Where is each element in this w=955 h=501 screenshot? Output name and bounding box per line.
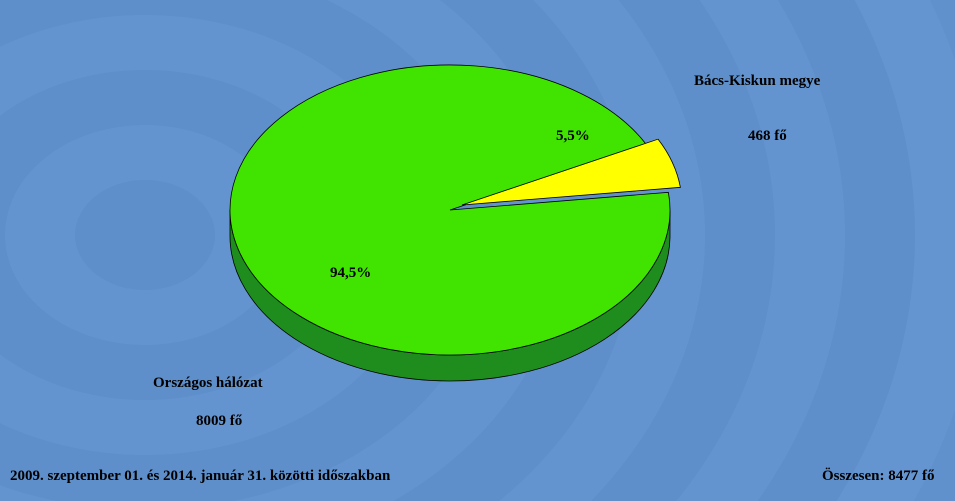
slice-orszagos-value: 8009 fő — [196, 413, 242, 430]
chart-stage: Bács-Kiskun megye 468 fő 5,5% Országos h… — [0, 0, 955, 501]
footer-left-text: 2009. szeptember 01. és 2014. január 31.… — [10, 468, 390, 485]
slice-bacs-percent: 5,5% — [556, 128, 590, 145]
footer-right-text: Összesen: 8477 fő — [822, 468, 935, 485]
slice-bacs-label: Bács-Kiskun megye — [694, 73, 820, 90]
slice-orszagos-percent: 94,5% — [330, 265, 371, 282]
slice-orszagos-label: Országos hálózat — [153, 375, 263, 392]
slice-bacs-value: 468 fő — [748, 128, 787, 145]
pie-group — [230, 65, 680, 381]
